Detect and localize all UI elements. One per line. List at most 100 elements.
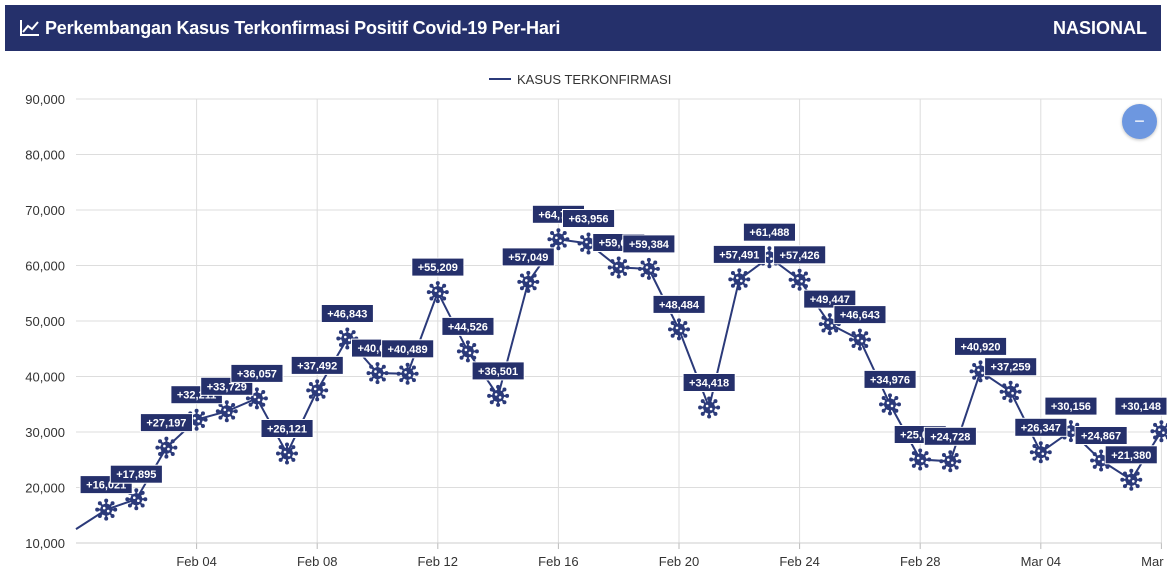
data-label-text: +30,156 xyxy=(1051,401,1091,413)
data-label-text: +37,492 xyxy=(297,360,337,372)
x-tick-label: Feb 08 xyxy=(297,554,337,569)
legend-label: KASUS TERKONFIRMASI xyxy=(517,72,671,87)
virus-marker-icon[interactable] xyxy=(848,328,871,351)
data-label-text: +44,526 xyxy=(448,321,488,333)
virus-marker-icon[interactable] xyxy=(939,450,962,473)
y-tick-label: 90,000 xyxy=(25,92,65,107)
virus-marker-icon[interactable] xyxy=(487,384,510,407)
legend[interactable]: KASUS TERKONFIRMASI xyxy=(489,72,671,87)
virus-marker-icon[interactable] xyxy=(125,488,148,511)
virus-marker-icon[interactable] xyxy=(909,448,932,471)
y-tick-label: 80,000 xyxy=(25,148,65,163)
data-label: +26,121 xyxy=(260,419,314,438)
data-label: +27,197 xyxy=(139,413,193,433)
y-tick-label: 20,000 xyxy=(25,481,65,496)
virus-marker-icon[interactable] xyxy=(155,436,178,459)
data-label-text: +46,643 xyxy=(840,310,880,322)
x-tick-label: Mar 08 xyxy=(1141,554,1167,569)
data-label-text: +57,426 xyxy=(780,250,820,262)
y-tick-label: 50,000 xyxy=(25,314,65,329)
data-label: +33,729 xyxy=(200,376,254,396)
line-chart-icon xyxy=(20,20,39,36)
virus-marker-icon[interactable] xyxy=(698,396,721,419)
virus-marker-icon[interactable] xyxy=(999,380,1022,403)
data-label-text: +61,488 xyxy=(749,227,789,239)
y-tick-label: 40,000 xyxy=(25,370,65,385)
grid xyxy=(76,98,1162,544)
virus-marker-icon[interactable] xyxy=(879,393,901,416)
virus-marker-icon[interactable] xyxy=(1150,420,1167,443)
data-label: +59,384 xyxy=(622,234,676,254)
y-tick-label: 70,000 xyxy=(25,203,65,218)
data-label: +46,843 xyxy=(320,304,374,323)
data-label: +49,447 xyxy=(803,289,857,309)
data-label: +37,492 xyxy=(290,355,344,375)
virus-marker-icon[interactable] xyxy=(185,408,208,431)
data-label-text: +37,259 xyxy=(991,362,1031,374)
header-title-group: Perkembangan Kasus Terkonfirmasi Positif… xyxy=(19,18,560,39)
virus-marker-icon[interactable] xyxy=(547,228,570,251)
data-label: +61,488 xyxy=(742,222,797,242)
virus-marker-icon[interactable] xyxy=(637,257,660,280)
data-label: +37,259 xyxy=(984,357,1038,377)
series-markers xyxy=(95,228,1167,521)
virus-marker-icon[interactable] xyxy=(306,379,329,402)
data-label-text: +34,976 xyxy=(870,374,910,386)
data-label-text: +40,920 xyxy=(960,341,1000,353)
data-label: +57,491 xyxy=(712,244,766,264)
data-label: +34,418 xyxy=(682,373,736,392)
virus-marker-icon[interactable] xyxy=(366,362,389,385)
virus-marker-icon[interactable] xyxy=(788,268,811,291)
virus-marker-icon[interactable] xyxy=(1120,468,1143,491)
data-label: +55,209 xyxy=(411,257,465,277)
data-label: +36,501 xyxy=(471,361,525,381)
minus-icon: − xyxy=(1134,111,1145,131)
virus-marker-icon[interactable] xyxy=(456,340,479,363)
x-tick-label: Feb 28 xyxy=(900,554,940,569)
data-label: +17,895 xyxy=(109,464,163,484)
x-tick-label: Feb 20 xyxy=(659,554,699,569)
region-label: NASIONAL xyxy=(1053,17,1147,38)
data-label: +34,976 xyxy=(863,369,917,389)
data-label-text: +36,057 xyxy=(237,368,277,380)
data-label-text: +30,148 xyxy=(1121,401,1161,413)
data-label-text: +40,489 xyxy=(388,344,428,356)
virus-marker-icon[interactable] xyxy=(426,281,449,304)
data-label-text: +48,484 xyxy=(659,299,700,311)
data-label: +44,526 xyxy=(441,316,495,336)
data-label: +48,484 xyxy=(652,294,706,314)
data-label-text: +34,418 xyxy=(689,378,729,390)
data-label: +40,920 xyxy=(954,336,1008,356)
virus-marker-icon[interactable] xyxy=(668,318,690,341)
virus-marker-icon[interactable] xyxy=(517,270,540,293)
data-label: +24,728 xyxy=(923,426,977,446)
data-label-text: +33,729 xyxy=(207,381,247,393)
x-tick-label: Feb 12 xyxy=(418,554,458,569)
y-tick-label: 30,000 xyxy=(25,425,65,440)
x-tick-label: Feb 04 xyxy=(176,554,216,569)
virus-marker-icon[interactable] xyxy=(95,498,118,521)
data-label-text: +59,384 xyxy=(629,239,670,251)
data-label: +30,148 xyxy=(1114,396,1167,416)
data-label: +57,426 xyxy=(773,245,827,265)
virus-marker-icon[interactable] xyxy=(607,256,630,279)
virus-marker-icon[interactable] xyxy=(276,442,298,465)
page-title: Perkembangan Kasus Terkonfirmasi Positif… xyxy=(45,17,561,38)
data-label-text: +63,956 xyxy=(568,214,608,226)
virus-marker-icon[interactable] xyxy=(1029,441,1052,464)
data-label: +46,643 xyxy=(833,305,887,325)
data-label: +57,049 xyxy=(501,247,555,267)
x-tick-label: Feb 16 xyxy=(538,554,578,569)
data-label-text: +26,121 xyxy=(267,424,307,436)
zoom-out-button[interactable]: − xyxy=(1122,104,1157,139)
data-label-text: +24,867 xyxy=(1081,431,1121,443)
data-label-text: +21,380 xyxy=(1111,450,1151,462)
virus-marker-icon[interactable] xyxy=(396,362,419,385)
data-label-text: +27,197 xyxy=(146,418,186,430)
data-label-text: +24,728 xyxy=(930,431,970,443)
data-label-text: +57,491 xyxy=(719,249,759,261)
data-label-text: +17,895 xyxy=(116,469,156,481)
data-label-text: +46,843 xyxy=(327,309,367,321)
virus-marker-icon[interactable] xyxy=(728,268,751,291)
x-tick-label: Mar 04 xyxy=(1021,554,1061,569)
